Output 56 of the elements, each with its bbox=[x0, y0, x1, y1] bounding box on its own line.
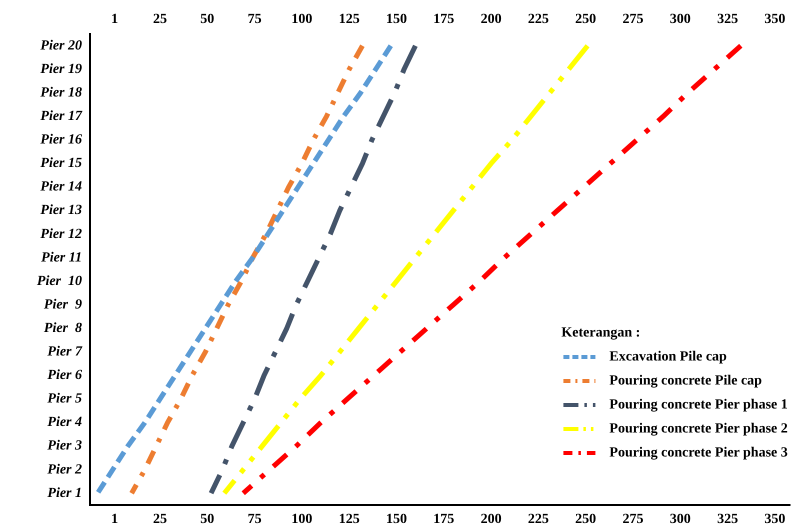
y-tick-label: Pier 15 bbox=[40, 156, 82, 172]
x2-tick-label: 175 bbox=[433, 12, 454, 28]
y-tick-label: Pier 6 bbox=[47, 368, 82, 384]
x2-tick-label: 250 bbox=[575, 12, 596, 28]
x-tick-label: 75 bbox=[248, 512, 262, 528]
x-tick-label: 175 bbox=[433, 512, 454, 528]
x2-tick-label: 275 bbox=[622, 12, 644, 28]
y-tick-label: Pier 18 bbox=[40, 85, 82, 100]
y-tick-label: Pier 3 bbox=[47, 438, 82, 454]
x-tick-label: 350 bbox=[764, 512, 786, 528]
y-tick-label: Pier 9 bbox=[44, 297, 82, 312]
y-tick-label: Pier 1 bbox=[47, 486, 82, 501]
x-tick-label: 250 bbox=[575, 512, 596, 528]
x2-tick-label: 225 bbox=[528, 12, 549, 28]
x2-tick-label: 1 bbox=[111, 12, 118, 28]
legend-label: Pouring concrete Pier phase 3 bbox=[609, 446, 788, 461]
y-tick-label: Pier 17 bbox=[40, 109, 83, 124]
legend-label: Excavation Pile cap bbox=[609, 350, 728, 365]
x-tick-label: 200 bbox=[480, 512, 502, 528]
x2-tick-label: 150 bbox=[386, 12, 407, 28]
x2-tick-label: 100 bbox=[291, 12, 312, 28]
x-tick-label: 225 bbox=[528, 512, 549, 528]
y-tick-label: Pier 12 bbox=[40, 226, 82, 242]
y-tick-label: Pier 8 bbox=[44, 320, 82, 336]
y-tick-label: Pier 10 bbox=[36, 274, 82, 289]
y-tick-label: Pier 20 bbox=[40, 38, 82, 54]
y-tick-label: Pier 5 bbox=[47, 392, 82, 407]
x-tick-label: 25 bbox=[153, 512, 167, 528]
legend-label: Pouring concrete Pier phase 2 bbox=[609, 422, 788, 437]
x-tick-label: 300 bbox=[670, 512, 691, 528]
x2-tick-label: 300 bbox=[670, 12, 691, 28]
x2-tick-label: 325 bbox=[717, 12, 738, 28]
x-tick-label: 1 bbox=[111, 512, 118, 528]
y-tick-label: Pier 14 bbox=[40, 180, 82, 195]
x-tick-label: 100 bbox=[291, 512, 312, 528]
x2-tick-label: 50 bbox=[200, 12, 214, 28]
legend-label: Pouring concrete Pile cap bbox=[609, 374, 762, 389]
x-tick-label: 275 bbox=[622, 512, 644, 528]
x2-tick-label: 200 bbox=[480, 12, 502, 28]
x-tick-label: 50 bbox=[200, 512, 214, 528]
x-tick-label: 325 bbox=[717, 512, 738, 528]
x2-tick-label: 25 bbox=[153, 12, 167, 28]
y-tick-label: Pier 13 bbox=[40, 203, 82, 218]
x2-tick-label: 75 bbox=[248, 12, 262, 28]
y-tick-label: Pier 11 bbox=[41, 250, 82, 266]
legend-title: Keterangan : bbox=[561, 326, 640, 341]
x2-tick-label: 350 bbox=[764, 12, 786, 28]
y-tick-label: Pier 16 bbox=[40, 132, 82, 148]
legend-label: Pouring concrete Pier phase 1 bbox=[609, 398, 788, 413]
x-tick-label: 125 bbox=[338, 512, 360, 528]
x2-tick-label: 125 bbox=[338, 12, 360, 28]
y-tick-label: Pier 4 bbox=[47, 415, 82, 430]
x-tick-label: 150 bbox=[386, 512, 407, 528]
y-tick-label: Pier 2 bbox=[47, 462, 82, 478]
y-tick-label: Pier 19 bbox=[40, 62, 82, 77]
y-tick-label: Pier 7 bbox=[47, 344, 83, 360]
